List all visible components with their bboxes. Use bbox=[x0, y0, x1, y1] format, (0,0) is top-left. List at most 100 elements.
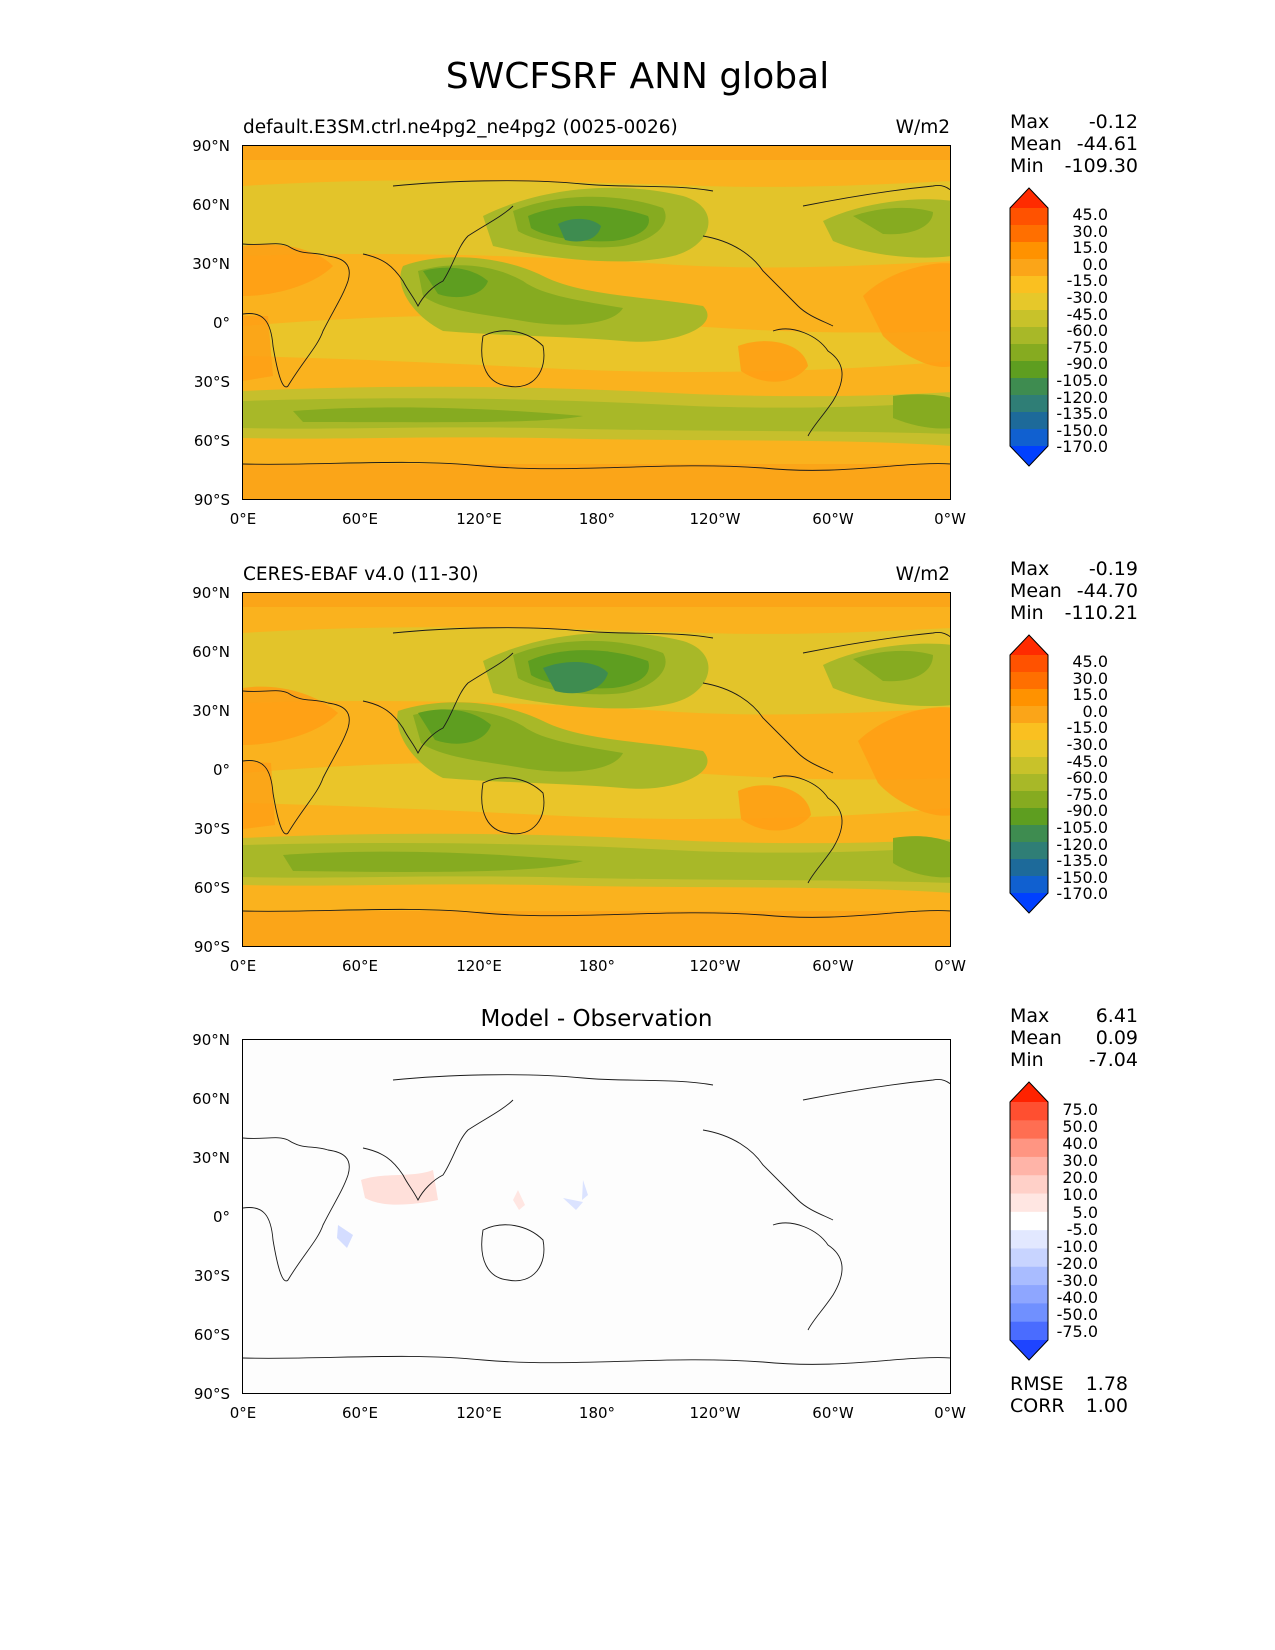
colorbar-label: 30.0 bbox=[1072, 221, 1108, 241]
colorbar-segment bbox=[1010, 740, 1048, 758]
colorbar-segment bbox=[1010, 378, 1048, 396]
colorbar-label: 15.0 bbox=[1072, 238, 1108, 258]
colorbar-label: 30.0 bbox=[1062, 1151, 1098, 1171]
p3-xtick: 60°W bbox=[812, 1404, 854, 1422]
colorbar-label: -10.0 bbox=[1056, 1236, 1098, 1256]
colorbar-extend-top bbox=[1010, 635, 1048, 655]
colorbar-label: -5.0 bbox=[1066, 1219, 1098, 1239]
p3-ytick: 30°N bbox=[192, 1149, 230, 1167]
p3-ytick: 30°S bbox=[193, 1267, 230, 1285]
stat-row: Min -109.30 bbox=[1010, 155, 1138, 177]
panel1-stats: Max -0.12 Mean -44.61 Min -109.30 bbox=[1010, 111, 1138, 177]
panel1-units: W/m2 bbox=[895, 117, 950, 138]
colorbar-label: -15.0 bbox=[1066, 271, 1108, 291]
stat-row: Max 6.41 bbox=[1010, 1005, 1138, 1027]
colorbar-label: -170.0 bbox=[1056, 437, 1108, 457]
colorbar-segment bbox=[1010, 825, 1048, 843]
colorbar-label: -75.0 bbox=[1066, 337, 1108, 357]
metric-value: 1.00 bbox=[1085, 1395, 1128, 1417]
colorbar-segment bbox=[1010, 1193, 1048, 1213]
stat-row: Min -7.04 bbox=[1010, 1049, 1138, 1071]
p1-xtick: 120°E bbox=[456, 510, 502, 528]
colorbar-segment bbox=[1010, 706, 1048, 724]
stat-value: 6.41 bbox=[1095, 1005, 1138, 1027]
p3-xtick: 120°W bbox=[689, 1404, 741, 1422]
colorbar-extend-bottom bbox=[1010, 446, 1048, 466]
metric-row: RMSE 1.78 bbox=[1010, 1373, 1128, 1395]
colorbar-label: -90.0 bbox=[1066, 354, 1108, 374]
colorbar-label: -120.0 bbox=[1056, 834, 1108, 854]
colorbar-label: -20.0 bbox=[1056, 1253, 1098, 1273]
stat-value: 0.09 bbox=[1095, 1027, 1138, 1049]
colorbar-segment bbox=[1010, 1303, 1048, 1323]
p1-ytick: 60°S bbox=[193, 432, 230, 450]
p1-ytick: 30°S bbox=[193, 373, 230, 391]
stat-name: Max bbox=[1010, 1005, 1050, 1027]
p1-xtick: 0°E bbox=[229, 510, 257, 528]
p3-xtick: 180° bbox=[578, 1404, 616, 1422]
colorbar-segment bbox=[1010, 361, 1048, 379]
colorbar-segment bbox=[1010, 672, 1048, 690]
colorbar-label: -30.0 bbox=[1066, 287, 1108, 307]
metric-name: RMSE bbox=[1010, 1373, 1064, 1395]
colorbar-label: -75.0 bbox=[1056, 1322, 1098, 1342]
colorbar-segment bbox=[1010, 1211, 1048, 1231]
colorbar-segment bbox=[1010, 859, 1048, 877]
panel2-colorbar-labels: 45.0 30.0 15.0 0.0 -15.0 -30.0 -45.0 -60… bbox=[1042, 653, 1108, 903]
p2-ytick: 30°N bbox=[192, 702, 230, 720]
stat-value: -0.19 bbox=[1088, 558, 1138, 580]
colorbar-segment bbox=[1010, 757, 1048, 775]
stat-name: Min bbox=[1010, 1049, 1044, 1071]
colorbar-segment bbox=[1010, 689, 1048, 707]
colorbar-label: -120.0 bbox=[1056, 387, 1108, 407]
metric-name: CORR bbox=[1010, 1395, 1065, 1417]
colorbar-label: 30.0 bbox=[1072, 668, 1108, 688]
p2-xtick: 60°E bbox=[341, 957, 379, 975]
colorbar-label: 0.0 bbox=[1082, 701, 1108, 721]
p1-xtick: 120°W bbox=[689, 510, 741, 528]
stat-row: Mean -44.70 bbox=[1010, 580, 1138, 602]
colorbar-label: -60.0 bbox=[1066, 768, 1108, 788]
p3-ytick: 0° bbox=[212, 1208, 230, 1226]
colorbar-outline bbox=[1009, 634, 1049, 914]
colorbar-segment bbox=[1010, 791, 1048, 809]
colorbar-extend-bottom bbox=[1010, 1340, 1048, 1360]
colorbar-label: -45.0 bbox=[1066, 751, 1108, 771]
p1-ytick: 30°N bbox=[192, 255, 230, 273]
stat-value: -44.70 bbox=[1076, 580, 1138, 602]
panel3-metrics: RMSE 1.78 CORR 1.00 bbox=[1010, 1373, 1128, 1417]
colorbar-label: 50.0 bbox=[1062, 1117, 1098, 1137]
panel3-map bbox=[242, 1039, 951, 1394]
stat-name: Max bbox=[1010, 558, 1050, 580]
p3-ytick: 60°N bbox=[192, 1090, 230, 1108]
p2-ytick: 90°N bbox=[192, 584, 230, 602]
colorbar-extend-top bbox=[1010, 188, 1048, 208]
colorbar-segment bbox=[1010, 1102, 1048, 1121]
p2-ytick: 90°S bbox=[193, 938, 230, 956]
colorbar-label: -75.0 bbox=[1066, 784, 1108, 804]
colorbar-label: -30.0 bbox=[1066, 734, 1108, 754]
p2-ytick: 60°S bbox=[193, 879, 230, 897]
colorbar-label: -40.0 bbox=[1056, 1288, 1098, 1308]
colorbar-label: 5.0 bbox=[1072, 1202, 1098, 1222]
stat-value: -0.12 bbox=[1088, 111, 1138, 133]
stat-row: Mean -44.61 bbox=[1010, 133, 1138, 155]
colorbar-label: -105.0 bbox=[1056, 817, 1108, 837]
p1-xtick: 180° bbox=[578, 510, 616, 528]
metric-row: CORR 1.00 bbox=[1010, 1395, 1128, 1417]
stat-row: Min -110.21 bbox=[1010, 602, 1138, 624]
p2-xtick: 0°W bbox=[934, 957, 966, 975]
colorbar-segment bbox=[1010, 310, 1048, 328]
panel2-label: CERES-EBAF v4.0 (11-30) bbox=[243, 564, 479, 585]
stat-name: Max bbox=[1010, 111, 1050, 133]
colorbar-segment bbox=[1010, 1156, 1048, 1176]
figure-title: SWCFSRF ANN global bbox=[445, 56, 830, 97]
colorbar-segment bbox=[1010, 395, 1048, 413]
colorbar-label: 15.0 bbox=[1072, 685, 1108, 705]
p3-xtick: 0°W bbox=[934, 1404, 966, 1422]
panel1-label: default.E3SM.ctrl.ne4pg2_ne4pg2 (0025-00… bbox=[243, 117, 678, 138]
colorbar-segment bbox=[1010, 293, 1048, 311]
colorbar-segment bbox=[1010, 327, 1048, 345]
p3-xtick: 60°E bbox=[341, 1404, 379, 1422]
stat-name: Min bbox=[1010, 602, 1044, 624]
